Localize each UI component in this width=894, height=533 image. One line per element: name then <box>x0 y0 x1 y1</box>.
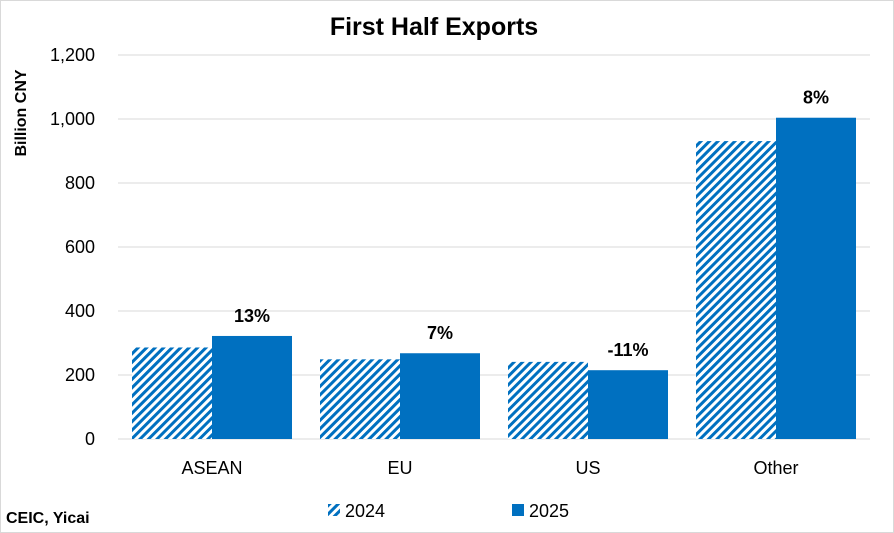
y-tick-labels: 0 200 400 600 800 1,000 1,200 <box>50 45 95 449</box>
bar-2025-asean <box>212 335 292 439</box>
legend-label-2025: 2025 <box>529 501 569 521</box>
y-tick-label: 400 <box>65 301 95 321</box>
bar-2025-other <box>776 117 856 439</box>
source-note: CEIC, Yicai <box>6 510 90 527</box>
category-labels: ASEAN EU US Other <box>181 458 798 478</box>
legend: 2024 2025 <box>328 501 569 521</box>
category-label: EU <box>387 458 412 478</box>
data-label: 13% <box>234 306 270 326</box>
bar-2024-other <box>696 141 776 439</box>
category-label: ASEAN <box>181 458 242 478</box>
y-axis-label: Billion CNY <box>13 69 30 156</box>
bars <box>132 117 856 439</box>
y-tick-label: 200 <box>65 365 95 385</box>
data-label: -11% <box>607 340 648 360</box>
data-label: 7% <box>427 323 453 343</box>
bar-2024-eu <box>320 359 400 439</box>
y-tick-label: 1,000 <box>50 109 95 129</box>
legend-label-2024: 2024 <box>345 501 385 521</box>
legend-swatch-2024 <box>328 504 340 516</box>
y-tick-label: 0 <box>85 429 95 449</box>
data-labels: 13% 7% -11% 8% <box>234 88 829 360</box>
chart-title: First Half Exports <box>330 13 538 41</box>
data-label: 8% <box>803 88 829 108</box>
y-tick-label: 1,200 <box>50 45 95 65</box>
category-label: Other <box>753 458 798 478</box>
bar-2024-us <box>508 361 588 439</box>
category-label: US <box>575 458 600 478</box>
bar-2025-eu <box>400 353 480 439</box>
bar-2025-us <box>588 370 668 439</box>
y-tick-label: 800 <box>65 173 95 193</box>
bar-2024-asean <box>132 347 212 439</box>
legend-swatch-2025 <box>512 504 524 516</box>
y-tick-label: 600 <box>65 237 95 257</box>
